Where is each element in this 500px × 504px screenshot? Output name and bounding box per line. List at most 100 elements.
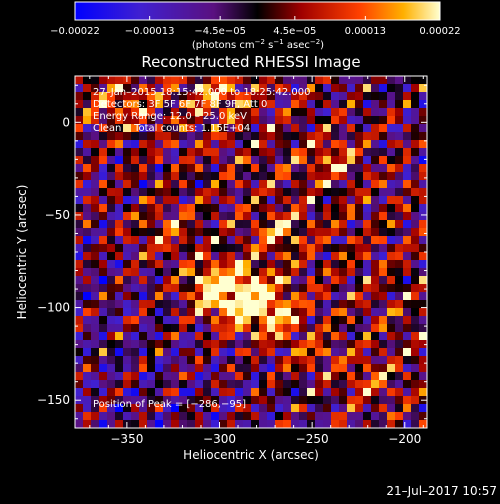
heatmap-cell [155, 372, 164, 381]
heatmap-cell [131, 148, 140, 157]
heatmap-cell [155, 228, 164, 237]
heatmap-cell [347, 116, 356, 125]
heatmap-cell [355, 332, 364, 341]
heatmap-cell [371, 156, 380, 165]
heatmap-cell [291, 172, 300, 181]
heatmap-cell [307, 204, 316, 213]
heatmap-cell [227, 76, 236, 85]
heatmap-cell [291, 92, 300, 101]
heatmap-cell [299, 148, 308, 157]
heatmap-cell [219, 212, 228, 221]
heatmap-cell [75, 92, 84, 101]
heatmap-cell [83, 108, 92, 117]
heatmap-cell [355, 372, 364, 381]
heatmap-cell [163, 84, 172, 93]
heatmap-cell [355, 180, 364, 189]
heatmap-cell [115, 364, 124, 373]
heatmap-cell [411, 124, 420, 133]
heatmap-cell [139, 132, 148, 141]
heatmap-cell [363, 84, 372, 93]
heatmap-cell [411, 364, 420, 373]
heatmap-cell [155, 156, 164, 165]
heatmap-cell [163, 420, 172, 428]
heatmap-cell [275, 148, 284, 157]
heatmap-cell [355, 308, 364, 317]
heatmap-cell [91, 148, 100, 157]
heatmap-cell [227, 196, 236, 205]
heatmap-cell [323, 236, 332, 245]
heatmap-cell [123, 244, 132, 253]
heatmap-cell [371, 172, 380, 181]
heatmap-cell [379, 204, 388, 213]
heatmap-cell [75, 132, 84, 141]
heatmap-cell [371, 100, 380, 109]
heatmap-cell [379, 84, 388, 93]
heatmap-cell [379, 156, 388, 165]
heatmap-cell [83, 388, 92, 397]
heatmap-cell [379, 404, 388, 413]
heatmap-cell [307, 228, 316, 237]
heatmap-cell [291, 252, 300, 261]
heatmap-cell [291, 100, 300, 109]
heatmap-cell [403, 388, 412, 397]
heatmap-cell [139, 164, 148, 173]
heatmap-cell [395, 164, 404, 173]
heatmap-cell [403, 348, 412, 357]
heatmap-cell [299, 252, 308, 261]
heatmap-cell [275, 356, 284, 365]
heatmap-cell [315, 132, 324, 141]
heatmap-cell [75, 292, 84, 301]
heatmap-cell [291, 108, 300, 117]
heatmap-cell [123, 116, 132, 125]
heatmap-cell [411, 388, 420, 397]
y-axis: 0−50−100−150 [37, 84, 427, 420]
heatmap-cell [219, 180, 228, 189]
heatmap-cell [363, 108, 372, 117]
heatmap-cell [203, 188, 212, 197]
heatmap-cell [299, 124, 308, 133]
heatmap-cell [195, 228, 204, 237]
heatmap-cell [171, 84, 180, 93]
heatmap-cell [195, 388, 204, 397]
heatmap-cell [411, 292, 420, 301]
heatmap-cell [75, 372, 84, 381]
heatmap-cell [251, 292, 260, 301]
heatmap-cell [411, 172, 420, 181]
heatmap-cell [411, 180, 420, 189]
heatmap-cell [267, 196, 276, 205]
heatmap-cell [251, 332, 260, 341]
heatmap-cell [147, 260, 156, 269]
heatmap-cell [115, 196, 124, 205]
y-tick-label: −150 [37, 393, 70, 407]
heatmap-cell [107, 244, 116, 253]
heatmap-cell [107, 116, 116, 125]
heatmap-cell [107, 220, 116, 229]
heatmap-cell [403, 76, 412, 85]
heatmap-cell [283, 364, 292, 373]
heatmap-cell [267, 348, 276, 357]
heatmap-cell [123, 340, 132, 349]
heatmap-cell [299, 212, 308, 221]
heatmap-cell [171, 148, 180, 157]
heatmap-cell [291, 380, 300, 389]
heatmap-cell [107, 372, 116, 381]
heatmap-cell [275, 252, 284, 261]
heatmap-cell [291, 180, 300, 189]
heatmap-cell [83, 212, 92, 221]
heatmap-cell [379, 412, 388, 421]
heatmap-cell [363, 388, 372, 397]
heatmap-cell [147, 332, 156, 341]
heatmap-cell [163, 292, 172, 301]
heatmap-cell [243, 420, 252, 428]
heatmap-cell [259, 100, 268, 109]
heatmap-cell [107, 300, 116, 309]
heatmap-cell [379, 332, 388, 341]
heatmap-cell [179, 172, 188, 181]
heatmap-cell [147, 252, 156, 261]
heatmap-cell [195, 164, 204, 173]
heatmap-cell [299, 140, 308, 149]
heatmap-cell [171, 388, 180, 397]
heatmap-cell [371, 228, 380, 237]
heatmap-cell [75, 180, 84, 189]
heatmap-cell [307, 236, 316, 245]
